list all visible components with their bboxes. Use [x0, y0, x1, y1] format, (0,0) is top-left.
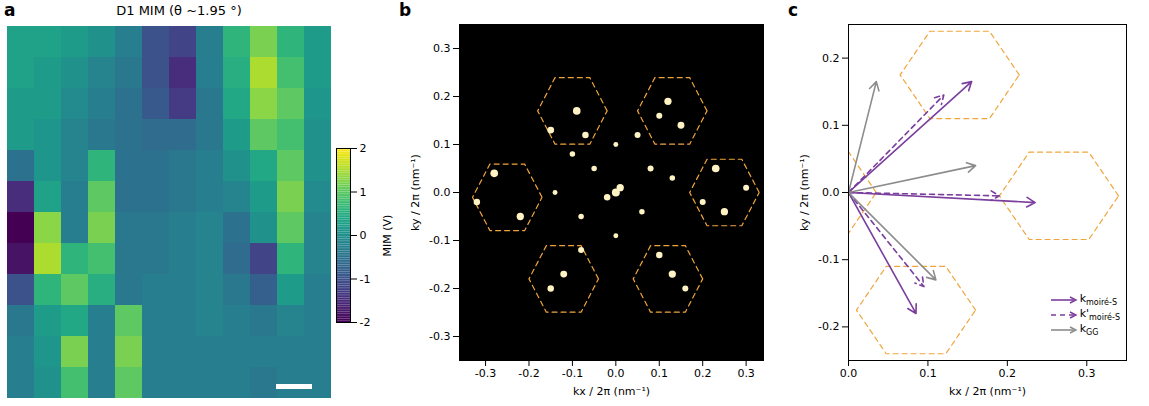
svg-text:MIM (V): MIM (V): [381, 215, 394, 257]
svg-text:0.1: 0.1: [919, 367, 937, 380]
svg-text:0.0: 0.0: [607, 367, 625, 380]
html-text:kGG: kGG: [1079, 321, 1099, 338]
svg-text:0.1: 0.1: [822, 119, 840, 132]
html-text:k'moiré-S: k'moiré-S: [1079, 306, 1120, 323]
svg-text:-0.1: -0.1: [429, 234, 450, 247]
svg-text:0.2: 0.2: [694, 367, 712, 380]
svg-text:-0.2: -0.2: [518, 367, 539, 380]
svg-text:0.1: 0.1: [651, 367, 669, 380]
svg-text:0: 0: [360, 229, 367, 242]
svg-text:kx / 2π (nm⁻¹): kx / 2π (nm⁻¹): [949, 385, 1026, 398]
svg-text:0.0: 0.0: [822, 186, 840, 199]
svg-text:-0.1: -0.1: [562, 367, 583, 380]
html-text:a: a: [4, 0, 16, 20]
svg-text:0.2: 0.2: [433, 90, 451, 103]
html-text:b: b: [399, 0, 412, 20]
svg-text:1: 1: [360, 186, 367, 199]
svg-text:-1: -1: [360, 273, 371, 286]
html-text:kmoiré-S: kmoiré-S: [1079, 291, 1117, 308]
svg-text:0.3: 0.3: [433, 42, 451, 55]
svg-text:0.2: 0.2: [999, 367, 1017, 380]
html-text:c: c: [788, 0, 799, 20]
svg-text:0.2: 0.2: [822, 52, 840, 65]
svg-text:-0.1: -0.1: [818, 253, 839, 266]
svg-text:kx / 2π (nm⁻¹): kx / 2π (nm⁻¹): [573, 385, 650, 398]
svg-text:ky / 2π (nm⁻¹): ky / 2π (nm⁻¹): [409, 154, 422, 231]
svg-text:-0.3: -0.3: [429, 330, 450, 343]
svg-text:0.1: 0.1: [433, 138, 451, 151]
svg-text:0.0: 0.0: [433, 186, 451, 199]
svg-text:-0.2: -0.2: [429, 282, 450, 295]
svg-text:0.0: 0.0: [840, 367, 858, 380]
svg-text:-0.3: -0.3: [475, 367, 496, 380]
svg-text:-0.2: -0.2: [818, 320, 839, 333]
svg-text:ky / 2π (nm⁻¹): ky / 2π (nm⁻¹): [798, 154, 811, 231]
html-text:D1 MIM (θ ~1.95 °): D1 MIM (θ ~1.95 °): [116, 3, 242, 18]
svg-text:0.3: 0.3: [1078, 367, 1096, 380]
svg-text:-2: -2: [360, 316, 371, 329]
svg-text:0.3: 0.3: [737, 367, 755, 380]
svg-text:2: 2: [360, 142, 367, 155]
